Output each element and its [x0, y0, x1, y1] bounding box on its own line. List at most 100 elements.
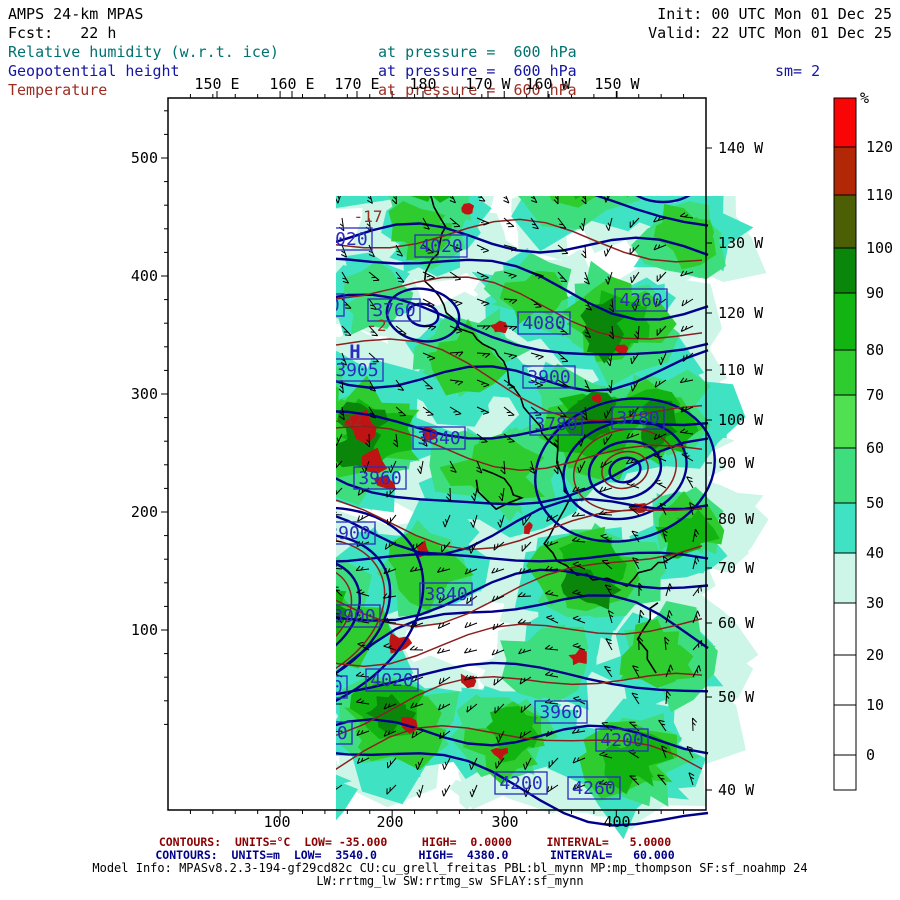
colorbar-segment	[833, 502, 857, 554]
colorbar-tick-label: 30	[866, 594, 885, 612]
colorbar-tick-label: 70	[866, 386, 885, 404]
colorbar-tick-label: 20	[866, 646, 885, 664]
height-label-box	[365, 668, 419, 692]
height-label-box	[494, 771, 548, 795]
height-contour-label: 4080	[522, 313, 565, 334]
colorbar-segment	[833, 447, 857, 504]
height-contour-label: 3760	[372, 300, 415, 321]
bottom-axis-label: 100	[263, 813, 291, 831]
height-contour-label: 4200	[402, 140, 445, 161]
field-level-temperature: at pressure = 600 hPa	[378, 81, 577, 99]
colorbar-segment	[833, 552, 857, 604]
left-axis-label: 500	[130, 149, 158, 167]
colorbar-tick-label: 40	[866, 544, 885, 562]
height-contour-label: 3780	[616, 408, 659, 429]
high-low-marker: H	[349, 341, 360, 363]
height-contour-label: 4260	[572, 778, 615, 799]
height-label-box	[367, 298, 421, 322]
temperature-contour-label: -32	[334, 411, 363, 430]
colorbar-tick-label: 0	[866, 746, 876, 764]
top-axis-label: 170 E	[334, 75, 380, 93]
height-label-box	[419, 582, 473, 606]
height-contour-label: 4140	[304, 723, 347, 744]
height-contour-label: 3905	[335, 360, 378, 381]
height-label-box	[336, 358, 384, 382]
height-contour-label: 3780	[262, 560, 305, 581]
right-axis-label: 90 W	[718, 454, 755, 472]
height-contour-label: 3780	[279, 645, 322, 666]
height-label-box	[414, 234, 468, 258]
field-level-geopotential-height: at pressure = 600 hPa	[378, 62, 577, 80]
right-axis-label: 50 W	[718, 688, 755, 706]
height-contour-label: 3711	[271, 604, 314, 625]
model-info-line2: LW:rrtmg_lw SW:rrtmg_sw SFLAY:sf_mynn	[316, 874, 584, 888]
height-label-box	[336, 604, 381, 628]
temperature-contour-label: -1.8	[667, 110, 706, 129]
height-label-box	[267, 603, 319, 625]
height-label-box	[567, 776, 621, 800]
smoothing-label: sm= 2	[775, 62, 821, 80]
colorbar-segment	[833, 754, 857, 791]
top-axis-label: 160 E	[269, 75, 315, 93]
colorbar-segment	[833, 394, 857, 449]
bottom-axis-label: 400	[603, 813, 631, 831]
colorbar-tick-label: 60	[866, 439, 885, 457]
field-name-relative-humidity: Relative humidity (w.r.t. ice)	[8, 43, 279, 61]
temperature-contour-label: -24.6	[287, 693, 335, 712]
colorbar-segment	[833, 194, 857, 249]
init-time: Init: 00 UTC Mon 01 Dec 25	[657, 5, 892, 23]
height-contour-label: 3960	[358, 468, 401, 489]
field-level-relative-humidity: at pressure = 600 hPa	[378, 43, 577, 61]
temperature-contour-label: -2	[367, 316, 386, 335]
colorbar-tick-label: 50	[866, 494, 885, 512]
height-label-box	[517, 311, 571, 335]
colorbar-tick-label: 110	[866, 186, 894, 204]
height-label-box	[336, 675, 348, 699]
height-label-box	[611, 406, 665, 430]
axis-ticks	[161, 91, 712, 817]
height-contour-label: 3900	[332, 606, 375, 627]
top-axis-label: 180	[409, 75, 437, 93]
height-contour-label: 3840	[424, 584, 467, 605]
height-contour-label: 3840	[417, 428, 460, 449]
colorbar-tick-label: 10	[866, 696, 885, 714]
left-axis-label: 300	[130, 385, 158, 403]
left-axis-label: 200	[130, 503, 158, 521]
height-contour-label: 4320	[183, 173, 226, 194]
colorbar-segment	[833, 349, 857, 396]
height-contour-label: 3900	[299, 677, 342, 698]
height-label-box	[412, 426, 466, 450]
colorbar-segment	[833, 602, 857, 656]
colorbar-segment	[833, 97, 857, 148]
field-name-temperature: Temperature	[8, 81, 108, 99]
height-contour-info: CONTOURS: UNITS=m LOW= 3540.0 HIGH= 4380…	[155, 848, 675, 862]
height-contour-label: 3900	[296, 295, 339, 316]
valid-time: Valid: 22 UTC Mon 01 Dec 25	[648, 24, 892, 42]
model-title: AMPS 24-km MPAS	[8, 5, 144, 23]
colorbar-tick-label: 100	[866, 239, 894, 257]
right-axis-label: 100 W	[718, 411, 764, 429]
height-contour-label: 4320	[215, 762, 258, 783]
colorbar-tick-label: 90	[866, 284, 885, 302]
height-label-box	[353, 466, 407, 490]
height-label-box	[336, 521, 376, 545]
left-axis-label: 400	[130, 267, 158, 285]
height-contour-label: 4368	[641, 166, 684, 187]
height-contour-label: 4200	[600, 730, 643, 751]
high-low-marker: H	[657, 143, 668, 165]
colorbar-segment	[833, 654, 857, 706]
height-label-box	[336, 293, 345, 317]
height-contour-label: 4020	[324, 229, 367, 250]
height-contour-label: 4260	[619, 290, 662, 311]
top-axis-label: 170 W	[465, 75, 511, 93]
right-axis-label: 120 W	[718, 304, 764, 322]
right-axis-label: 110 W	[718, 361, 764, 379]
height-label-box	[529, 412, 583, 436]
colorbar-segment	[833, 247, 857, 294]
height-contour-label: 3780	[534, 414, 577, 435]
height-label-box	[522, 365, 576, 389]
right-axis-label: 40 W	[718, 781, 755, 799]
high-low-marker: L	[281, 586, 292, 608]
height-label-box	[614, 288, 668, 312]
height-contour-label: 4020	[419, 236, 462, 257]
